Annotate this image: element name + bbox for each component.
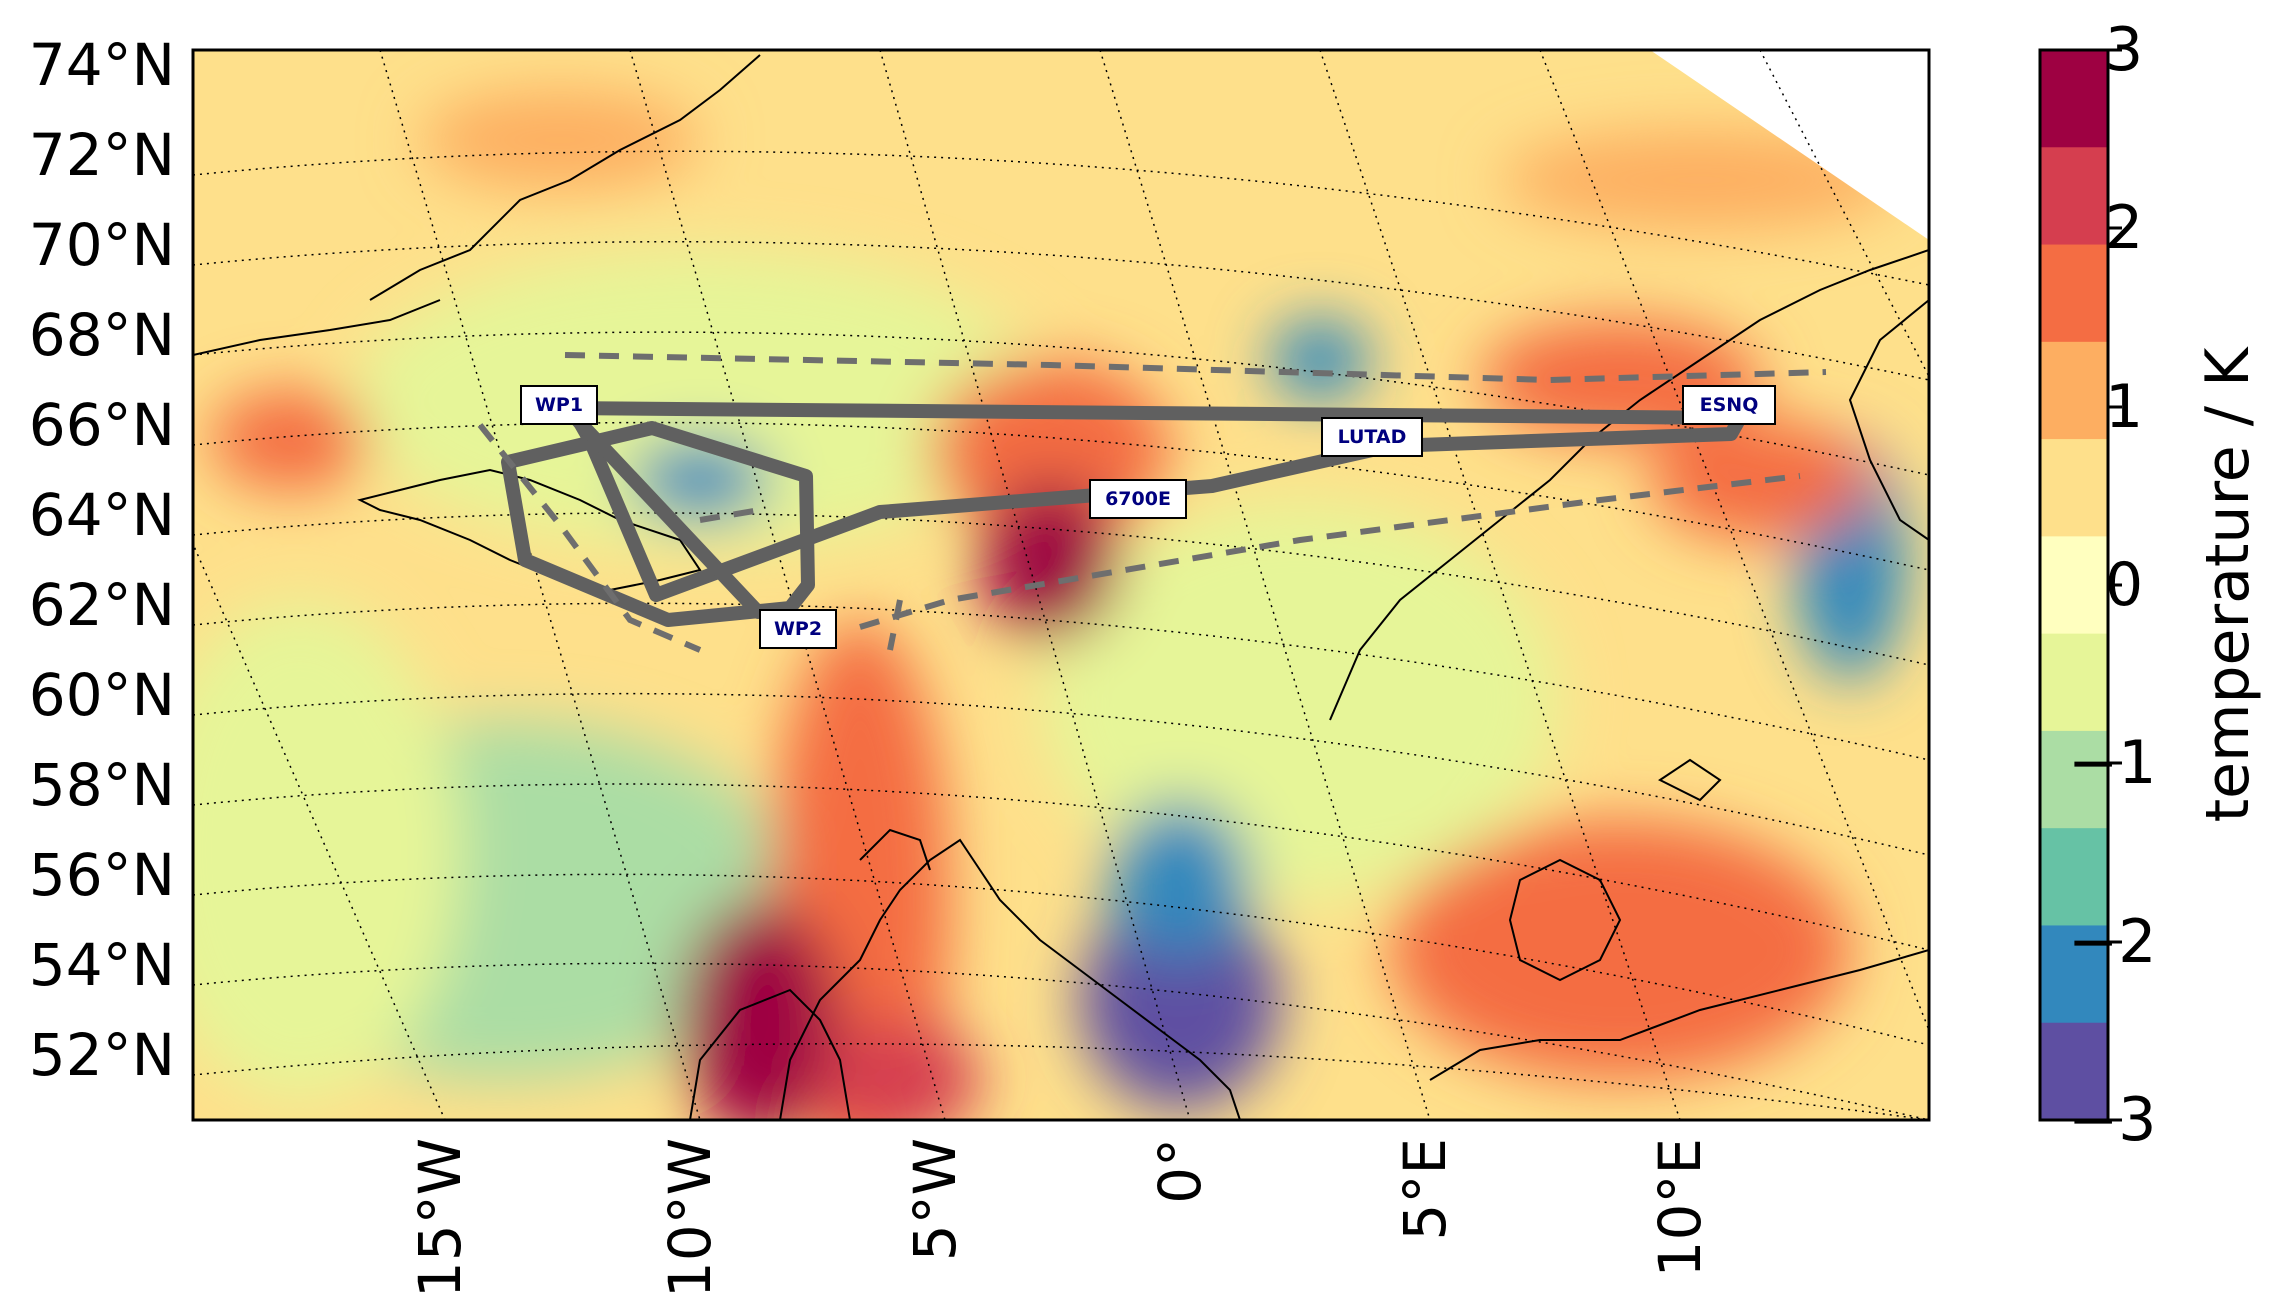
colorbar-band xyxy=(2040,341,2108,440)
lon-label: 10°W xyxy=(656,1138,724,1298)
waypoint-6700e[interactable]: 6700E xyxy=(1089,479,1187,519)
colorbar-ticks xyxy=(2108,48,2122,1122)
lat-label: 64°N xyxy=(29,481,175,549)
lat-label: 60°N xyxy=(29,661,175,729)
temperature-field xyxy=(193,50,1929,1120)
cross-section-dashes xyxy=(477,352,1827,653)
waypoint-label: WP1 xyxy=(535,394,583,416)
colorbar: 3 2 1 0 −1 −2 −3 temperature / K xyxy=(2038,15,2263,1155)
lon-label: 15°W xyxy=(406,1138,474,1298)
lat-label: 68°N xyxy=(29,301,175,369)
colorbar-band xyxy=(2040,147,2108,246)
lon-label: 0° xyxy=(1146,1138,1214,1204)
colorbar-band xyxy=(2040,439,2108,537)
waypoint-label: WP2 xyxy=(774,618,822,640)
lat-label: 62°N xyxy=(29,571,175,639)
colorbar-tick-label: 0 xyxy=(2105,550,2143,620)
colorbar-band xyxy=(2040,925,2108,1024)
waypoint-wp1[interactable]: WP1 xyxy=(520,385,598,425)
colorbar-band xyxy=(2040,1022,2108,1121)
colorbar-band xyxy=(2040,536,2108,635)
coastlines xyxy=(193,54,1929,1120)
map-frame xyxy=(191,48,1931,1122)
colorbar-title: temperature / K xyxy=(2193,346,2263,822)
flight-diagonal xyxy=(561,403,765,619)
lat-label: 56°N xyxy=(29,841,175,909)
waypoint-label: 6700E xyxy=(1105,488,1171,510)
lat-label: 72°N xyxy=(29,121,175,189)
colorbar-band xyxy=(2040,50,2108,148)
lat-label: 70°N xyxy=(29,211,175,279)
latitude-labels: 74°N 72°N 70°N 68°N 66°N 64°N 62°N 60°N … xyxy=(29,31,175,1089)
waypoint-wp2[interactable]: WP2 xyxy=(759,609,837,649)
lat-label: 52°N xyxy=(29,1021,175,1089)
lat-label: 58°N xyxy=(29,751,175,819)
lon-label: 10°E xyxy=(1646,1138,1714,1277)
longitude-labels: 15°W 10°W 5°W 0° 5°E 10°E xyxy=(406,1138,1714,1298)
colorbar-tick-label: −3 xyxy=(2068,1085,2156,1155)
colorbar-tick-label: 3 xyxy=(2105,15,2143,85)
colorbar-band xyxy=(2040,828,2108,927)
colorbar-tick-label: 2 xyxy=(2105,193,2143,263)
waypoint-lutad[interactable]: LUTAD xyxy=(1321,417,1423,457)
lat-label: 54°N xyxy=(29,931,175,999)
colorbar-tick-label: −2 xyxy=(2068,907,2156,977)
waypoint-labels: WP1 WP2 6700E LUTAD ESNQ xyxy=(520,385,1776,649)
lat-label: 66°N xyxy=(29,391,175,459)
colorbar-tick-label: 1 xyxy=(2105,372,2143,442)
colorbar-bands xyxy=(2040,50,2108,1121)
colorbar-band xyxy=(2040,633,2108,732)
colorbar-band xyxy=(2040,730,2108,829)
waypoint-label: ESNQ xyxy=(1700,394,1759,416)
waypoint-label: LUTAD xyxy=(1338,426,1407,448)
lon-label: 5°W xyxy=(901,1138,969,1261)
colorbar-band xyxy=(2040,244,2108,343)
colorbar-tick-label: −1 xyxy=(2068,728,2156,798)
waypoint-esnq[interactable]: ESNQ xyxy=(1682,385,1776,425)
lat-label: 74°N xyxy=(29,31,175,99)
lon-label: 5°E xyxy=(1391,1138,1459,1241)
flight-polygon xyxy=(501,421,815,627)
